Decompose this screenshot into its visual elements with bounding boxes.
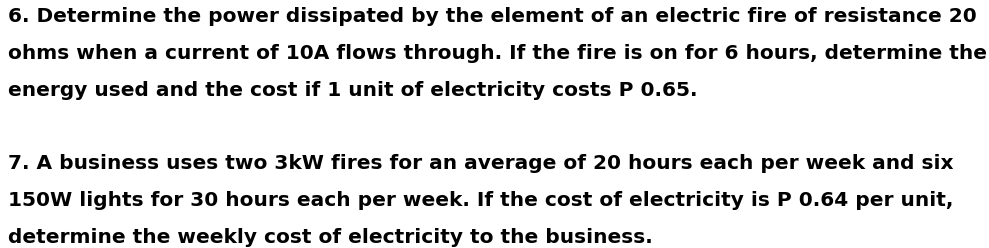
Text: ohms when a current of 10A flows through. If the fire is on for 6 hours, determi: ohms when a current of 10A flows through… (8, 44, 987, 63)
Text: 6. Determine the power dissipated by the element of an electric fire of resistan: 6. Determine the power dissipated by the… (8, 7, 977, 27)
Text: 150W lights for 30 hours each per week. If the cost of electricity is P 0.64 per: 150W lights for 30 hours each per week. … (8, 191, 953, 210)
Text: energy used and the cost if 1 unit of electricity costs P 0.65.: energy used and the cost if 1 unit of el… (8, 81, 697, 100)
Text: 7. A business uses two 3kW fires for an average of 20 hours each per week and si: 7. A business uses two 3kW fires for an … (8, 154, 953, 173)
Text: determine the weekly cost of electricity to the business.: determine the weekly cost of electricity… (8, 228, 653, 247)
